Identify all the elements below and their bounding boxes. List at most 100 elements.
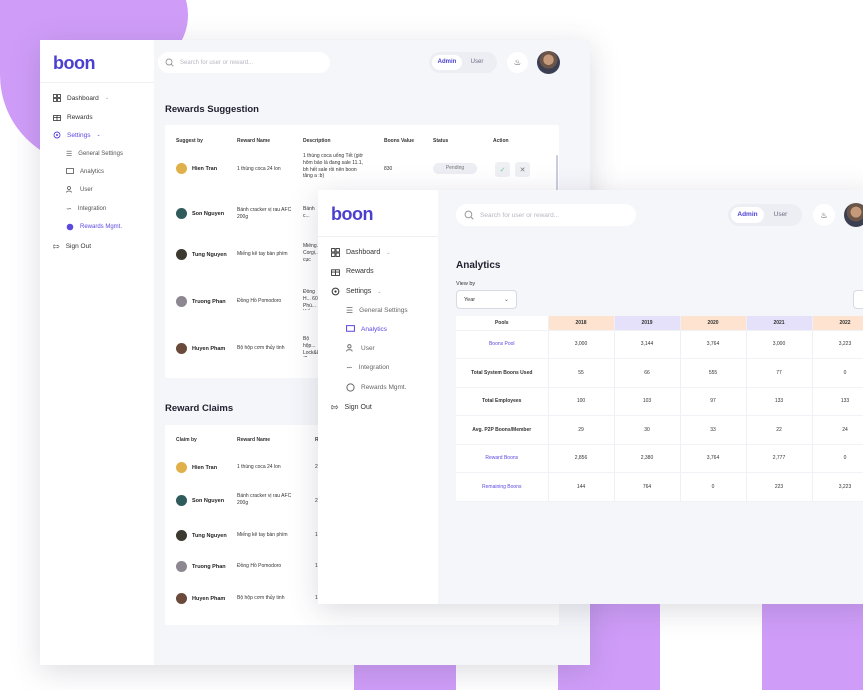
table-cell: 55 [548,358,615,388]
users-icon [66,186,72,193]
table-row: Total Employees 100 103 97 133 133 [456,387,863,416]
notification-button[interactable]: ♨ [507,52,528,73]
avatar[interactable] [537,51,560,74]
sidebar-item-integration[interactable]: ∽ Integration [346,363,389,372]
table-row[interactable]: Huyen Pham [176,343,225,354]
chevron-down-icon: ⌄ [386,249,391,256]
table-cell: 223 [746,472,813,502]
table-row[interactable]: Hien Tran [176,163,217,174]
sidebar-item-user[interactable]: User [346,344,375,352]
download-button[interactable]: ↧ [853,290,863,309]
sidebar-item-label: Analytics [361,325,388,333]
claim-extra: 1( [315,563,319,570]
role-toggle[interactable]: Admin User [728,204,802,226]
sidebar-item-analytics[interactable]: Analytics [66,168,104,175]
sidebar-item-label: Analytics [80,168,105,175]
sidebar-item-settings[interactable]: Settings ⌄ [53,131,101,139]
table-cell: 3,223 [812,330,863,359]
sidebar-item-rewards[interactable]: Rewards [53,113,93,121]
table-row[interactable]: Son Nguyen [176,495,224,506]
admin-toggle[interactable]: Admin [731,207,764,223]
column-header: Suggest by [176,138,203,144]
link-icon: ∽ [346,363,353,372]
brand-logo[interactable]: boon [331,204,373,224]
avatar [176,462,187,473]
pool-link[interactable]: Remaining Boons [456,472,549,502]
grid-icon [53,94,61,102]
sidebar-item-user[interactable]: User [66,186,93,193]
pool-link[interactable]: Reward Boons [456,444,549,473]
table-row: Reward Boons 2,856 2,380 3,764 2,777 0 [456,444,863,473]
table-cell: 3,144 [614,330,681,359]
table-row[interactable]: Truong Phan [176,561,226,572]
logout-icon: ⇰ [331,402,339,412]
sidebar-item-rewards[interactable]: Rewards [331,267,374,276]
column-header: Claim by [176,437,197,443]
pool-link[interactable]: Boons Pool [456,330,549,359]
sidebar-item-label: General Settings [78,151,123,157]
view-by-select[interactable]: Year ⌄ [456,290,517,309]
reward-name: Miếng kê tay bàn phím [237,251,288,257]
chevron-down-icon: ⌄ [96,132,101,138]
brand-logo[interactable]: boon [53,53,95,73]
boons-value: 830 [384,166,393,172]
reward-name: Đồng Hồ Pomodoro [237,563,282,569]
claim-extra: 1( [315,532,319,539]
table-row[interactable]: Huyen Pham [176,593,225,604]
chevron-down-icon: ⌄ [377,288,382,295]
sidebar-item-general-settings[interactable]: ☰ General Settings [66,150,123,158]
sidebar-item-label: Rewards [346,268,374,275]
sidebar-item-rewards-mgmt[interactable]: Rewards Mgmt. [66,223,122,231]
sidebar-item-integration[interactable]: ∽ Integration [66,205,106,213]
sidebar-item-label: Settings [346,288,372,295]
reward-name: Đồng Hồ Pomodoro [237,298,282,304]
avatar [176,208,187,219]
table-row[interactable]: Truong Phan [176,296,226,307]
sidebar: boon Dashboard ⌄ Rewards Settings ⌄ ☰ Gener… [40,40,154,665]
table-cell: 77 [746,358,813,388]
sidebar-item-settings[interactable]: Settings ⌄ [331,287,382,296]
avatar [176,495,187,506]
search-input[interactable]: Search for user or reward... [456,204,636,226]
claims-title: Reward Claims [165,403,234,414]
sidebar-item-dashboard[interactable]: Dashboard ⌄ [53,94,109,102]
sidebar-item-label: User [80,186,93,193]
avatar [176,249,187,260]
table-row[interactable]: Hien Tran [176,462,217,473]
table-row[interactable]: Tung Nguyen [176,249,227,260]
sidebar-item-label: Sign Out [344,404,372,411]
sidebar-item-label: Settings [67,131,91,139]
analytics-table: Pools 2018 2019 2020 2021 2022 Boons Pool 3,00… [456,316,863,502]
user-toggle[interactable]: User [773,211,788,218]
badge-icon [346,383,355,392]
sidebar-item-analytics[interactable]: Analytics [346,325,387,333]
role-toggle[interactable]: Admin User [429,52,497,73]
scrollbar[interactable] [556,155,558,200]
pool-label: Total System Boons Used [456,358,549,388]
table-row[interactable]: Son Nguyen [176,208,224,219]
table-cell: 2,856 [548,444,615,473]
sidebar-item-general-settings[interactable]: ☰ General Settings [346,306,408,315]
sidebar-item-label: Sign Out [65,243,91,250]
sidebar-item-dashboard[interactable]: Dashboard ⌄ [331,248,390,257]
chevron-down-icon: ⌄ [503,297,509,303]
table-row[interactable]: Tung Nguyen [176,530,227,541]
admin-toggle[interactable]: Admin [432,55,462,70]
table-cell: 66 [614,358,681,388]
avatar[interactable] [844,203,863,227]
sidebar-item-sign-out[interactable]: ⇰ Sign Out [331,402,372,413]
chevron-down-icon: ⌄ [104,95,110,101]
search-input[interactable]: Search for user or reward... [158,52,330,73]
user-toggle[interactable]: User [470,59,484,65]
table-cell: 22 [746,415,813,445]
sidebar-item-rewards-mgmt[interactable]: Rewards Mgmt. [346,383,407,392]
approve-button[interactable]: ✓ [495,162,510,177]
notification-button[interactable]: ♨ [813,204,835,226]
column-header-year: 2021 [746,316,813,331]
sidebar-item-sign-out[interactable]: ⇰ Sign Out [53,242,91,251]
column-header: Reward Name [237,138,271,144]
sidebar-item-label: Dashboard [346,249,381,256]
reward-name: Bộ hộp cơm thủy tinh [237,345,285,351]
reject-button[interactable]: ✕ [515,162,530,177]
pool-label: Total Employees [456,387,549,416]
